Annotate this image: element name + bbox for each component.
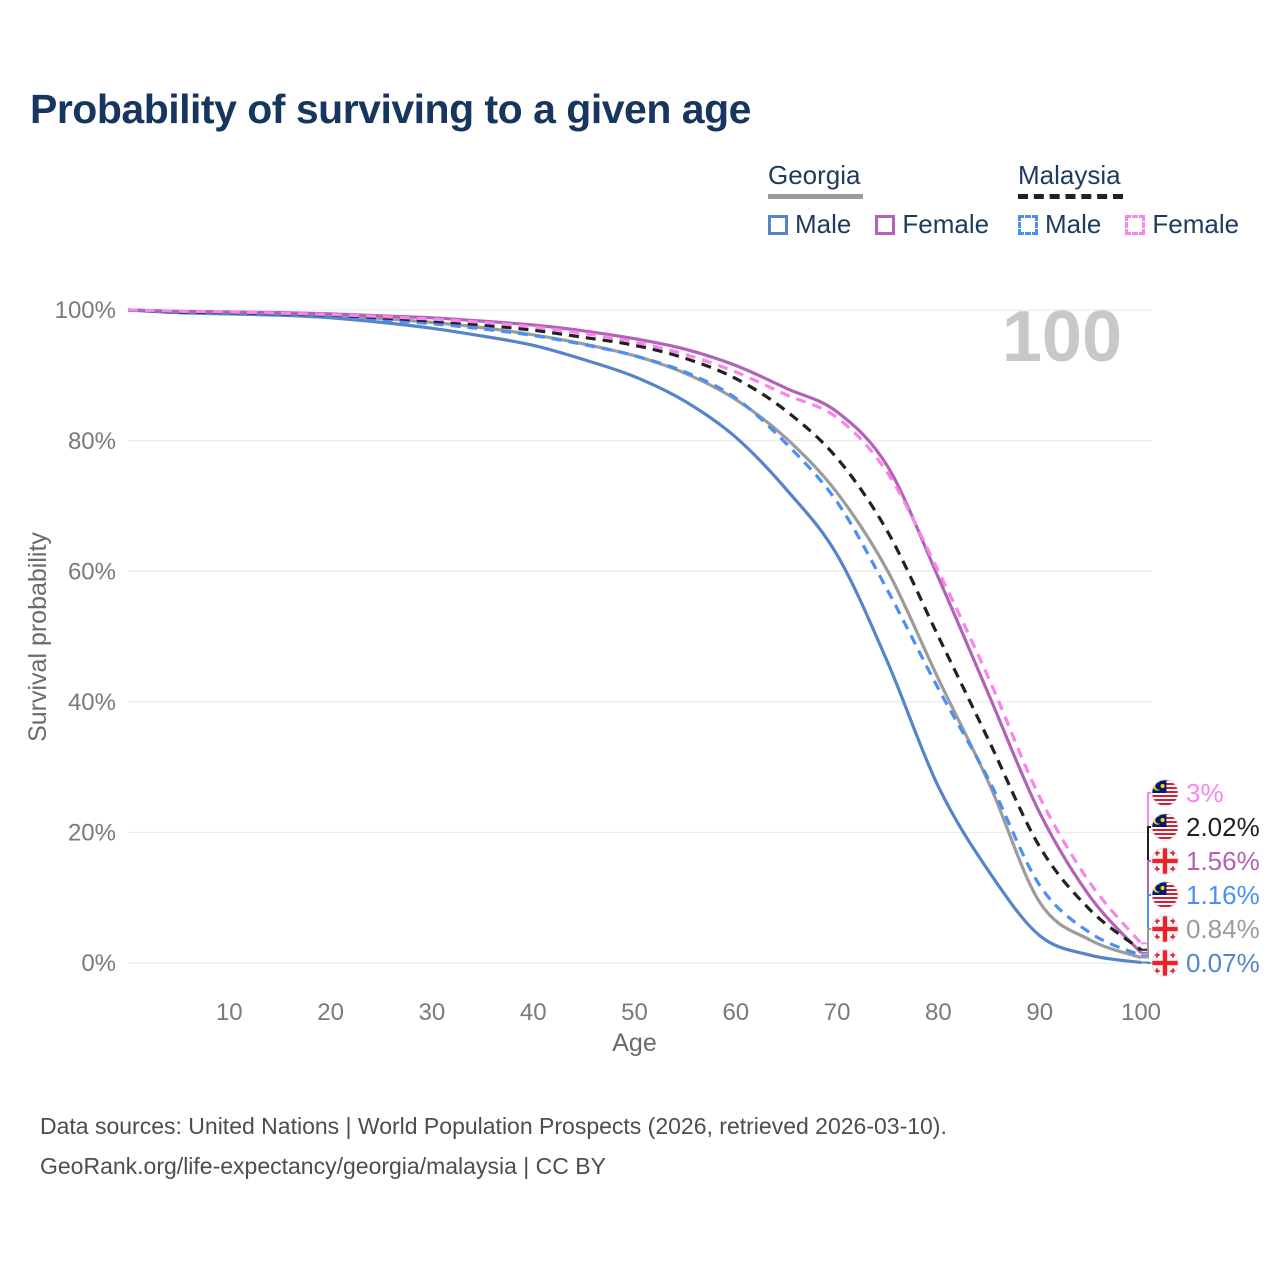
legend-group-georgia: Georgia Male Female <box>768 160 989 240</box>
x-ticks: 10 20 30 40 50 60 70 80 90 100 <box>216 999 1161 1026</box>
legend-item-malaysia-female[interactable]: Female <box>1125 209 1239 240</box>
legend-item-malaysia-male[interactable]: Male <box>1018 209 1101 240</box>
leader-line-malaysia_both <box>1141 826 1151 951</box>
legend-label-malaysia-female: Female <box>1152 209 1240 239</box>
legend-items-malaysia: Male Female <box>1018 209 1239 240</box>
footer-url-line: GeoRank.org/life-expectancy/georgia/mala… <box>40 1153 606 1179</box>
legend-label-georgia-female: Female <box>902 209 990 239</box>
y-tick-label-60: 60% <box>68 558 116 585</box>
x-tick-label-60: 60 <box>722 999 749 1026</box>
leader-line-malaysia_male <box>1141 894 1151 957</box>
legend-item-georgia-male[interactable]: Male <box>768 209 851 240</box>
legend: Georgia Male Female Malaysia Male <box>0 160 1280 240</box>
y-tick-label-20: 20% <box>68 820 116 847</box>
footer: Data sources: United Nations | World Pop… <box>40 1106 947 1186</box>
leader-line-malaysia_female <box>1141 792 1151 945</box>
series-line-malaysia_female <box>127 308 1143 945</box>
legend-country-malaysia: Malaysia <box>1018 160 1123 199</box>
series-line-georgia_male <box>127 308 1142 965</box>
y-axis-title: Survival probability <box>24 532 52 742</box>
series-line-georgia_female <box>127 308 1143 954</box>
y-tick-label-0: 0% <box>81 950 116 977</box>
x-tick-label-10: 10 <box>216 999 243 1026</box>
leader-line-georgia_female <box>1141 860 1151 954</box>
series-lines <box>127 308 1143 965</box>
footer-source-line: Data sources: United Nations | World Pop… <box>40 1113 947 1139</box>
x-tick-label-20: 20 <box>317 999 344 1026</box>
leader-line-georgia_both <box>1141 928 1151 959</box>
x-tick-label-80: 80 <box>925 999 952 1026</box>
x-tick-label-90: 90 <box>1026 999 1053 1026</box>
page-title: Probability of surviving to a given age <box>30 86 751 132</box>
x-tick-label-50: 50 <box>621 999 648 1026</box>
series-line-georgia_both <box>127 308 1142 960</box>
x-tick-label-70: 70 <box>824 999 851 1026</box>
y-tick-label-40: 40% <box>68 689 116 716</box>
y-tick-label-80: 80% <box>68 428 116 455</box>
georgia-male-line-swatch <box>768 214 788 235</box>
x-axis-title: Age <box>612 1029 656 1057</box>
end-label-leaders <box>1141 792 1151 964</box>
georgia-female-line-swatch <box>875 214 896 235</box>
age-watermark: 100 <box>1001 297 1122 377</box>
series-line-malaysia_both <box>127 308 1142 952</box>
y-gridlines: 0% 20% 40% 60% 80% 100% <box>55 297 1152 977</box>
x-tick-label-30: 30 <box>419 999 446 1026</box>
x-tick-label-40: 40 <box>520 999 547 1026</box>
legend-items-georgia: Male Female <box>768 209 989 240</box>
legend-label-malaysia-male: Male <box>1045 209 1102 239</box>
legend-label-georgia-male: Male <box>795 209 852 239</box>
legend-item-georgia-female[interactable]: Female <box>875 209 989 240</box>
x-tick-label-100: 100 <box>1121 999 1161 1026</box>
legend-country-georgia: Georgia <box>768 160 863 199</box>
malaysia-female-line-swatch <box>1125 214 1146 235</box>
legend-group-malaysia: Malaysia Male Female <box>1018 160 1239 240</box>
leader-line-georgia_male <box>1141 961 1151 964</box>
malaysia-male-line-swatch <box>1018 214 1038 235</box>
series-line-malaysia_male <box>127 308 1142 957</box>
y-tick-label-100: 100% <box>55 297 116 324</box>
